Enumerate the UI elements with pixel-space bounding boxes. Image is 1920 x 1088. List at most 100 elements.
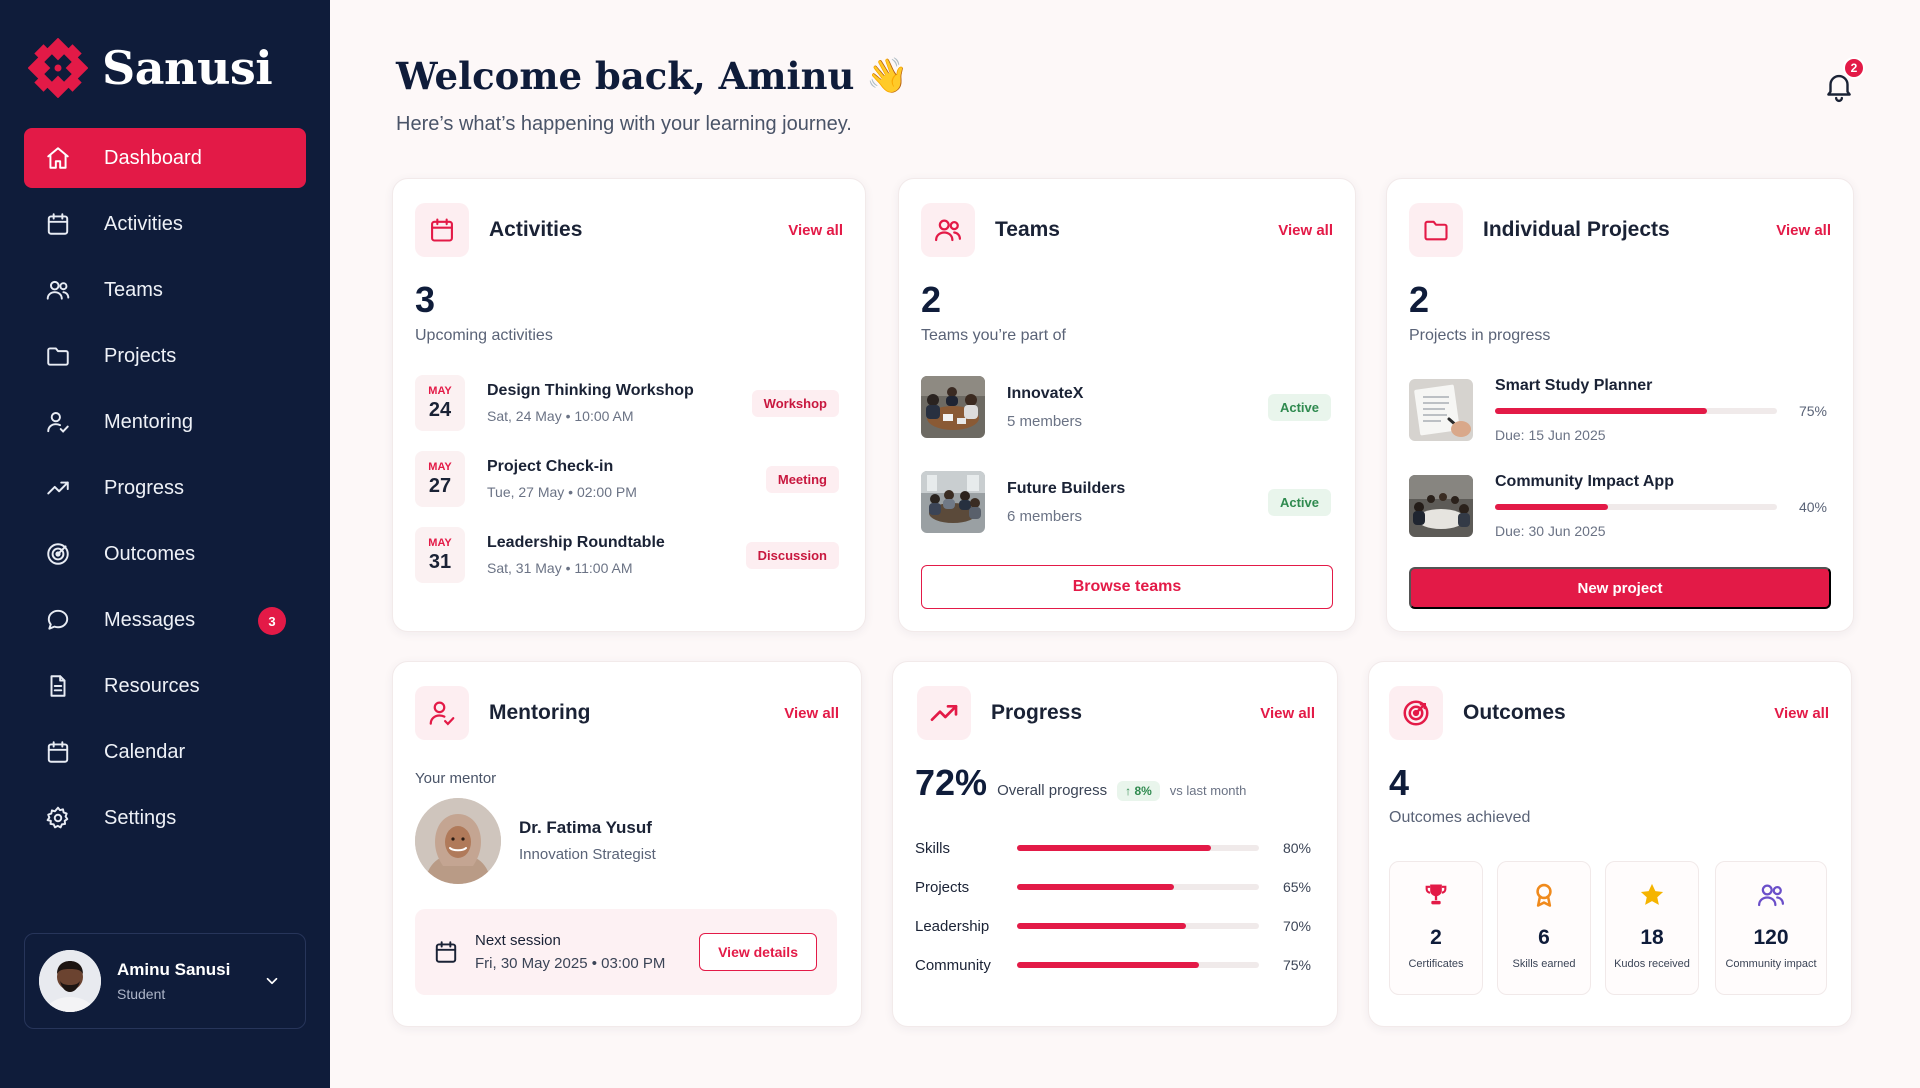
- view-details-button[interactable]: View details: [699, 933, 817, 971]
- activity-time: Tue, 27 May • 02:00 PM: [487, 484, 637, 500]
- avatar: [39, 950, 101, 1012]
- teams-count: 2: [921, 279, 942, 320]
- folder-icon: [44, 342, 72, 370]
- individual-projects-card: Individual Projects View all 2 Projects …: [1386, 178, 1854, 632]
- progress-row-label: Skills: [915, 839, 951, 857]
- sidebar-item-mentoring[interactable]: Mentoring: [24, 392, 306, 452]
- activities-view-all-link[interactable]: View all: [788, 221, 843, 239]
- award-icon: [1529, 880, 1559, 910]
- projects-view-all-link[interactable]: View all: [1776, 221, 1831, 239]
- progress-fill: [1017, 884, 1175, 890]
- activity-tag: Discussion: [745, 541, 839, 569]
- stat-value: 18: [1640, 926, 1664, 949]
- status-badge: Active: [1267, 393, 1331, 421]
- stat-community-impact[interactable]: 120 Community impact: [1715, 861, 1827, 995]
- sidebar-item-label: Settings: [104, 806, 177, 829]
- bell-icon[interactable]: [1822, 68, 1858, 104]
- sidebar-item-label: Resources: [104, 674, 200, 697]
- waving-hand-emoji: 👋: [866, 56, 909, 96]
- activities-count: 3: [415, 279, 436, 320]
- project-progress-percent: 40%: [1798, 499, 1827, 515]
- progress-row-percent: 80%: [1282, 840, 1311, 856]
- overall-progress: 72% Overall progress ↑ 8% vs last month: [915, 762, 1246, 804]
- stat-label: Certificates: [1408, 958, 1464, 970]
- progress-row: Projects 65%: [915, 875, 1311, 899]
- progress-view-all-link[interactable]: View all: [1260, 704, 1315, 722]
- welcome-text: Welcome back, Aminu: [396, 54, 855, 98]
- list-item[interactable]: InnovateX 5 members Active: [921, 375, 1331, 439]
- teams-card: Teams View all 2 Teams you’re part of In…: [898, 178, 1356, 632]
- sidebar-item-resources[interactable]: Resources: [24, 656, 306, 716]
- stat-value: 6: [1538, 926, 1550, 949]
- next-session-label: Next session: [475, 932, 561, 949]
- date-month: MAY: [428, 384, 452, 397]
- sidebar-item-settings[interactable]: Settings: [24, 788, 306, 848]
- trend-icon: [44, 474, 72, 502]
- stat-value: 2: [1430, 926, 1442, 949]
- sidebar-item-calendar[interactable]: Calendar: [24, 722, 306, 782]
- stat-label: Skills earned: [1512, 958, 1576, 970]
- sidebar: Sanusi Dashboard Activities Teams Projec…: [0, 0, 330, 1088]
- project-progress-percent: 75%: [1798, 403, 1827, 419]
- outcomes-view-all-link[interactable]: View all: [1774, 704, 1829, 722]
- gear-icon: [44, 804, 72, 832]
- list-item[interactable]: Future Builders 6 members Active: [921, 470, 1331, 534]
- activity-name: Project Check-in: [487, 458, 614, 475]
- sidebar-item-label: Projects: [104, 344, 177, 367]
- team-photo: [921, 471, 985, 533]
- users-icon: [921, 203, 975, 257]
- sidebar-item-projects[interactable]: Projects: [24, 326, 306, 386]
- stat-certificates[interactable]: 2 Certificates: [1389, 861, 1483, 995]
- projects-count: 2: [1409, 279, 1430, 320]
- browse-teams-button[interactable]: Browse teams: [921, 565, 1333, 609]
- home-icon: [44, 144, 72, 172]
- mentor-icon: [415, 686, 469, 740]
- overall-progress-value: 72%: [915, 762, 988, 803]
- team-members: 6 members: [1007, 507, 1083, 525]
- teams-view-all-link[interactable]: View all: [1278, 221, 1333, 239]
- sidebar-item-teams[interactable]: Teams: [24, 260, 306, 320]
- progress-row-label: Community: [915, 956, 991, 974]
- activity-name: Design Thinking Workshop: [487, 382, 694, 399]
- list-item[interactable]: Smart Study Planner 75% Due: 15 Jun 2025: [1409, 377, 1827, 443]
- new-project-button[interactable]: New project: [1409, 567, 1831, 609]
- activity-time: Sat, 31 May • 11:00 AM: [487, 560, 633, 576]
- activity-tag: Meeting: [765, 465, 839, 493]
- date-month: MAY: [428, 460, 452, 473]
- stat-kudos-received[interactable]: 18 Kudos received: [1605, 861, 1699, 995]
- list-item[interactable]: MAY 31 Leadership Roundtable Sat, 31 May…: [415, 526, 839, 584]
- sidebar-item-outcomes[interactable]: Outcomes: [24, 524, 306, 584]
- brand-logo[interactable]: Sanusi: [28, 36, 273, 100]
- list-item[interactable]: MAY 27 Project Check-in Tue, 27 May • 02…: [415, 450, 839, 508]
- brand-name: Sanusi: [102, 41, 273, 95]
- progress-row: Community 75%: [915, 953, 1311, 977]
- progress-fill: [1495, 504, 1608, 510]
- user-name: Aminu Sanusi: [117, 960, 231, 979]
- team-photo: [921, 376, 985, 438]
- progress-card: Progress View all 72% Overall progress ↑…: [892, 661, 1338, 1027]
- stat-label: Kudos received: [1614, 958, 1690, 970]
- calendar-icon: [433, 939, 459, 965]
- user-profile-card[interactable]: Aminu Sanusi Student: [24, 933, 306, 1029]
- progress-row-bar: [1017, 845, 1259, 851]
- chevron-down-icon[interactable]: [263, 972, 281, 990]
- date-day: 31: [428, 550, 452, 573]
- mentor-name: Dr. Fatima Yusuf: [519, 818, 652, 837]
- teams-caption: Teams you’re part of: [921, 327, 1066, 344]
- mentoring-view-all-link[interactable]: View all: [784, 704, 839, 722]
- stat-skills-earned[interactable]: 6 Skills earned: [1497, 861, 1591, 995]
- sidebar-item-dashboard[interactable]: Dashboard: [24, 128, 306, 188]
- project-progress-bar: [1495, 504, 1777, 510]
- activities-card: Activities View all 3 Upcoming activitie…: [392, 178, 866, 632]
- sidebar-item-progress[interactable]: Progress: [24, 458, 306, 518]
- sidebar-item-messages[interactable]: Messages 3: [24, 590, 306, 650]
- outcomes-caption: Outcomes achieved: [1389, 809, 1531, 826]
- sidebar-item-activities[interactable]: Activities: [24, 194, 306, 254]
- team-name: InnovateX: [1007, 384, 1084, 402]
- list-item[interactable]: Community Impact App 40% Due: 30 Jun 202…: [1409, 473, 1827, 539]
- list-item[interactable]: MAY 24 Design Thinking Workshop Sat, 24 …: [415, 374, 839, 432]
- calendar-icon: [44, 738, 72, 766]
- activity-name: Leadership Roundtable: [487, 534, 665, 551]
- project-due-date: Due: 15 Jun 2025: [1495, 427, 1606, 443]
- card-title: Mentoring: [489, 701, 591, 724]
